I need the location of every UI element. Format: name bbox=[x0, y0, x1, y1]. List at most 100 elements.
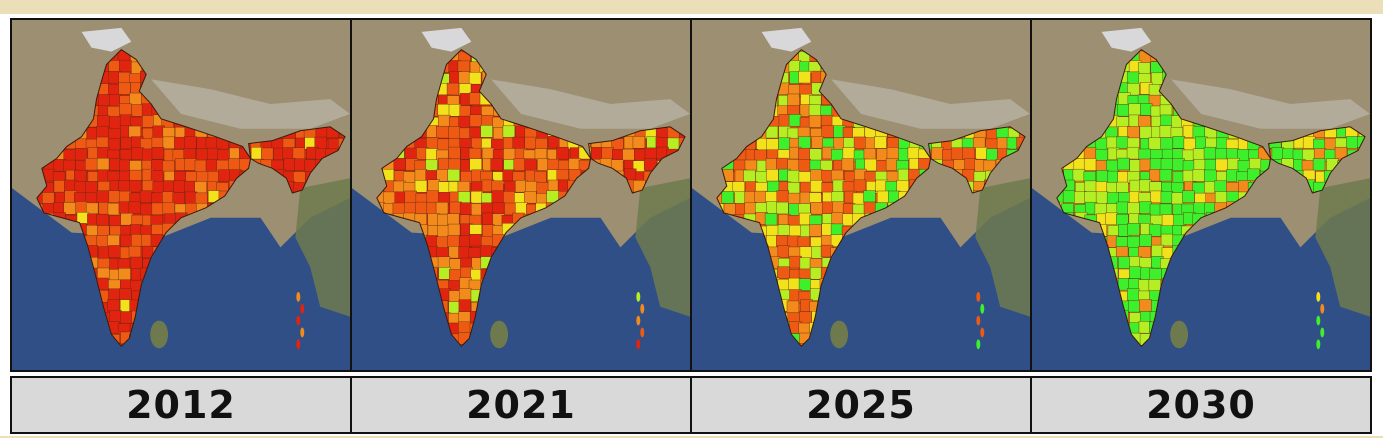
district-cell bbox=[524, 191, 537, 204]
district-cell bbox=[458, 299, 472, 312]
district-cell bbox=[458, 321, 471, 334]
district-cell bbox=[798, 278, 812, 291]
district-cell bbox=[764, 212, 778, 226]
district-cell bbox=[449, 258, 462, 271]
district-cell bbox=[787, 182, 801, 195]
district-cell bbox=[556, 169, 569, 182]
district-cell bbox=[1151, 72, 1164, 85]
district-cell bbox=[1249, 158, 1262, 171]
district-cell bbox=[789, 224, 802, 238]
district-cell bbox=[1334, 146, 1348, 160]
district-cell bbox=[1139, 201, 1152, 214]
district-cell bbox=[162, 136, 176, 149]
island bbox=[980, 327, 985, 338]
district-cell bbox=[524, 158, 537, 171]
district-cell bbox=[1346, 136, 1359, 149]
map-panel-2012 bbox=[12, 20, 352, 370]
district-cell bbox=[1160, 233, 1174, 247]
district-cell bbox=[85, 157, 98, 171]
district-cell bbox=[108, 245, 121, 258]
district-cell bbox=[437, 138, 450, 151]
district-cell bbox=[896, 180, 909, 193]
year-label-2025: 2025 bbox=[692, 378, 1032, 432]
district-cell bbox=[228, 158, 241, 171]
district-cell bbox=[841, 158, 854, 171]
island bbox=[1316, 339, 1321, 350]
district-cell bbox=[1183, 137, 1197, 151]
district-cell bbox=[777, 245, 790, 258]
district-cell bbox=[151, 192, 164, 205]
district-cell bbox=[1149, 158, 1163, 171]
district-cell bbox=[853, 179, 867, 192]
district-cell bbox=[468, 72, 482, 85]
district-cell bbox=[108, 127, 121, 141]
east-land bbox=[1315, 178, 1370, 317]
district-cell bbox=[1083, 158, 1097, 171]
district-cell bbox=[1324, 137, 1337, 151]
snow-region bbox=[1101, 27, 1152, 52]
district-cell bbox=[788, 114, 802, 127]
district-cell bbox=[184, 136, 197, 149]
district-cell bbox=[426, 190, 439, 203]
district-cell bbox=[53, 180, 67, 193]
district-cell bbox=[1126, 146, 1140, 160]
district-cell bbox=[644, 147, 658, 160]
district-cell bbox=[810, 202, 823, 215]
district-cell bbox=[96, 190, 110, 203]
district-cell bbox=[1159, 203, 1173, 216]
district-cell bbox=[414, 180, 428, 193]
island bbox=[1316, 291, 1321, 302]
district-cell bbox=[119, 288, 132, 301]
district-cell bbox=[1204, 181, 1217, 194]
district-cell bbox=[194, 159, 208, 173]
district-cell bbox=[962, 147, 975, 160]
district-cell bbox=[98, 94, 111, 107]
map-panel-2025 bbox=[692, 20, 1032, 370]
district-cell bbox=[798, 70, 811, 84]
district-cell bbox=[1139, 299, 1152, 312]
district-cell bbox=[777, 266, 790, 279]
island bbox=[636, 339, 641, 350]
district-cell bbox=[282, 147, 295, 160]
india-map-2021 bbox=[352, 20, 690, 370]
district-cell bbox=[107, 202, 121, 216]
district-cell bbox=[1214, 191, 1228, 204]
island bbox=[640, 327, 645, 338]
district-cell bbox=[139, 190, 153, 203]
district-cell bbox=[1182, 190, 1195, 203]
island bbox=[636, 315, 641, 326]
district-cell bbox=[118, 71, 131, 85]
district-cell bbox=[42, 192, 55, 205]
district-cell bbox=[1149, 268, 1162, 281]
district-cell bbox=[404, 147, 417, 161]
district-cell bbox=[108, 190, 121, 203]
district-cell bbox=[1138, 115, 1151, 128]
district-cell bbox=[120, 234, 133, 248]
himalaya bbox=[151, 79, 350, 129]
district-cell bbox=[874, 136, 887, 149]
district-cell bbox=[556, 147, 569, 160]
east-land bbox=[295, 178, 350, 317]
district-cell bbox=[1214, 180, 1227, 193]
india-outline bbox=[376, 49, 592, 348]
district-cell bbox=[96, 235, 109, 248]
india-map-2012 bbox=[12, 20, 350, 370]
district-cell bbox=[787, 93, 800, 107]
district-cell bbox=[128, 201, 141, 214]
island bbox=[300, 303, 305, 314]
district-cell bbox=[950, 147, 964, 160]
district-cell bbox=[864, 158, 877, 172]
district-cell bbox=[447, 223, 461, 237]
east-land bbox=[635, 178, 690, 317]
district-cell bbox=[459, 202, 473, 215]
india-map-2030 bbox=[1032, 20, 1370, 370]
district-cell bbox=[799, 212, 812, 226]
district-cell bbox=[809, 267, 823, 280]
district-cell bbox=[437, 103, 450, 117]
district-cell bbox=[491, 202, 505, 215]
district-cell bbox=[217, 149, 230, 162]
district-cell bbox=[458, 235, 472, 248]
district-cell bbox=[96, 157, 110, 171]
district-cell bbox=[491, 190, 504, 203]
district-cell bbox=[436, 125, 449, 139]
